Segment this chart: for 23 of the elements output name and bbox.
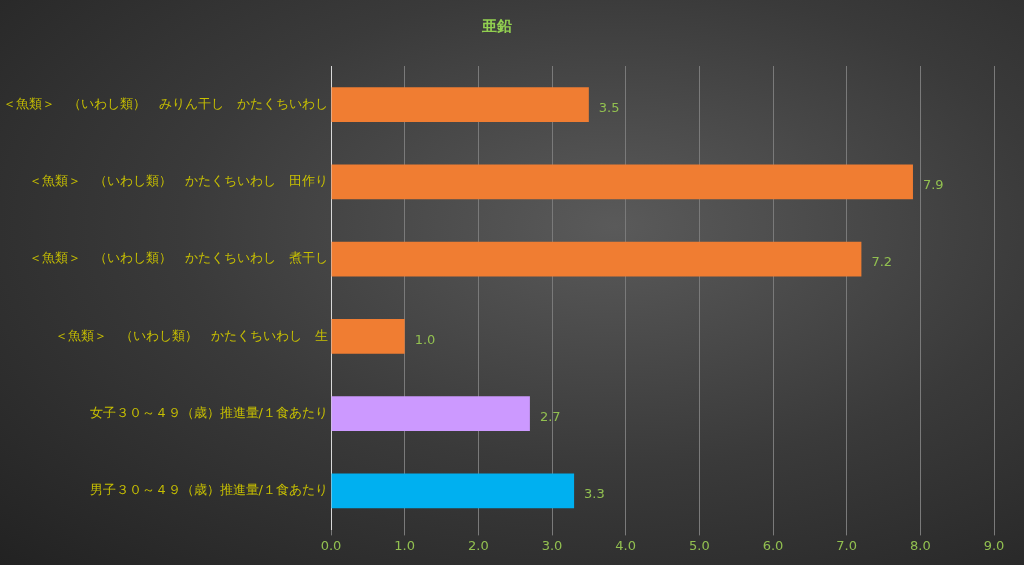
- y-tick-label: ＜魚類＞ （いわし類） かたくちいわし 煮干し: [29, 250, 328, 266]
- x-tick-label: 5.0: [688, 537, 710, 553]
- x-tick-label: 9.0: [983, 537, 1005, 553]
- y-tick-label: ＜魚類＞ （いわし類） みりん干し かたくちいわし: [3, 95, 328, 111]
- x-tick-label: 1.0: [394, 537, 416, 553]
- data-label: 3.5: [598, 99, 620, 115]
- chart-title: 亜鉛: [481, 16, 512, 35]
- x-tick-label: 3.0: [541, 537, 563, 553]
- y-tick-label: 男子３０～４９（歳）推進量/１食あたり: [89, 482, 328, 498]
- x-tick-label: 6.0: [762, 537, 784, 553]
- x-tick-label: 2.0: [467, 537, 489, 553]
- data-label: 7.2: [871, 254, 893, 270]
- x-tick-label: 4.0: [615, 537, 637, 553]
- data-label: 7.9: [922, 177, 944, 193]
- y-tick-label: 女子３０～４９（歳）推進量/１食あたり: [89, 404, 328, 420]
- x-tick-label: 0.0: [320, 537, 342, 553]
- data-label: 3.3: [584, 486, 605, 502]
- x-tick-label: 8.0: [909, 537, 931, 553]
- x-tick-label: 7.0: [836, 537, 858, 553]
- data-label: 1.0: [414, 331, 436, 347]
- data-label: 2.7: [539, 408, 561, 424]
- y-tick-label: ＜魚類＞ （いわし類） かたくちいわし 生: [55, 327, 328, 343]
- y-tick-label: ＜魚類＞ （いわし類） かたくちいわし 田作り: [29, 173, 328, 189]
